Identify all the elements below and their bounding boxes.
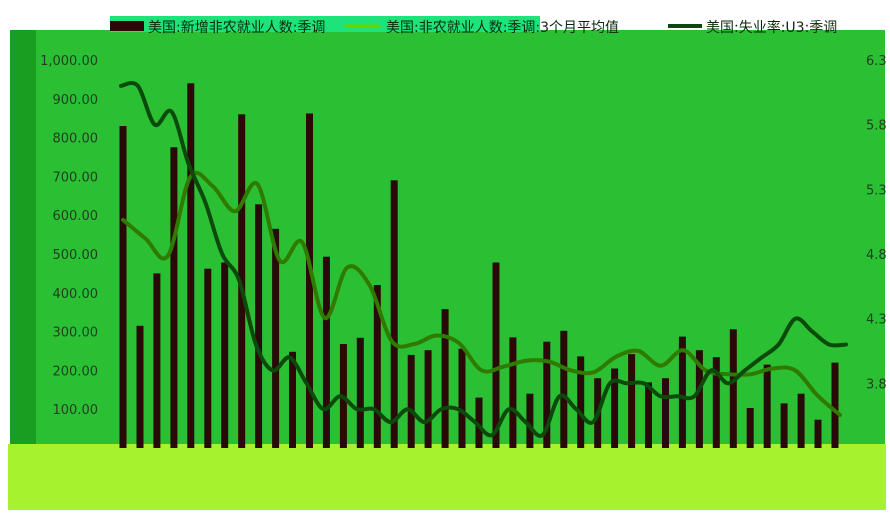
y-right-tick-label: 4.3 <box>866 313 887 328</box>
left-frame-strip <box>10 30 36 448</box>
bar-new-nonfarm <box>780 403 788 448</box>
bar-new-nonfarm <box>407 354 415 448</box>
bottom-band <box>8 444 886 510</box>
y-right-tick-label: 5.3 <box>866 183 887 198</box>
bar-new-nonfarm <box>306 113 313 448</box>
bar-new-nonfarm <box>221 262 229 448</box>
y-right-tick-label: 5.8 <box>866 119 887 134</box>
bar-new-nonfarm <box>628 354 636 448</box>
bar-new-nonfarm <box>763 364 771 448</box>
bar-new-nonfarm <box>204 268 212 448</box>
bar-new-nonfarm <box>797 393 805 448</box>
legend-label-new-nonfarm: 美国:新增非农就业人数:季调 <box>148 20 325 36</box>
bar-new-nonfarm <box>526 393 534 448</box>
y-axis-left-labels: 100.00 200.00 300.00 400.00 500.00 600.00 700.… <box>40 54 98 418</box>
bar-new-nonfarm <box>611 368 619 448</box>
bar-new-nonfarm <box>831 362 839 448</box>
legend-band <box>110 16 540 32</box>
bar-new-nonfarm <box>662 378 669 448</box>
y-left-tick-label: 600.00 <box>53 209 99 224</box>
bar-new-nonfarm <box>424 350 432 448</box>
y-left-tick-label: 700.00 <box>53 170 99 185</box>
bar-new-nonfarm <box>390 180 398 449</box>
line-series-unemployment-rate <box>119 81 848 438</box>
bar-new-nonfarm <box>238 114 246 449</box>
bar-new-nonfarm <box>645 382 652 448</box>
y-left-tick-label: 1,000.00 <box>40 54 98 69</box>
bar-new-nonfarm <box>373 285 381 448</box>
bar-new-nonfarm <box>272 228 280 448</box>
bar-new-nonfarm <box>577 356 585 448</box>
bar-new-nonfarm <box>475 397 483 448</box>
bar-new-nonfarm <box>729 329 737 448</box>
y-left-tick-label: 800.00 <box>53 132 99 147</box>
legend-swatch-new-nonfarm <box>110 21 144 31</box>
legend-label-unemployment-rate: 美国:失业率:U3:季调 <box>706 19 837 36</box>
bar-new-nonfarm <box>492 262 500 448</box>
y-left-tick-label: 400.00 <box>53 287 99 302</box>
bar-new-nonfarm <box>441 309 449 448</box>
y-axis-right-labels: 3.8 4.3 4.8 5.3 5.8 6.3 <box>866 54 887 392</box>
bar-new-nonfarm <box>322 256 330 448</box>
y-right-tick-label: 6.3 <box>866 54 887 69</box>
bar-new-nonfarm <box>356 337 364 448</box>
bar-new-nonfarm <box>678 336 686 448</box>
bar-new-nonfarm <box>712 357 720 448</box>
bar-new-nonfarm <box>255 204 263 448</box>
bar-new-nonfarm <box>136 325 144 448</box>
y-right-tick-label: 4.8 <box>866 248 887 263</box>
bar-new-nonfarm <box>814 419 822 448</box>
y-left-tick-label: 100.00 <box>53 403 99 418</box>
bar-new-nonfarm <box>509 337 517 448</box>
bar-new-nonfarm <box>170 147 178 449</box>
y-left-tick-label: 900.00 <box>53 93 99 108</box>
legend: 美国:新增非农就业人数:季调 美国:非农就业人数:季调:3个月平均值 美国:失业… <box>110 19 837 36</box>
y-left-tick-label: 500.00 <box>53 248 99 263</box>
y-left-tick-label: 300.00 <box>53 326 99 341</box>
bar-new-nonfarm <box>458 348 466 448</box>
bar-new-nonfarm <box>187 83 195 449</box>
bar-new-nonfarm <box>153 273 161 448</box>
y-left-tick-label: 200.00 <box>53 364 99 379</box>
bar-new-nonfarm <box>543 341 551 448</box>
legend-label-3m-average: 美国:非农就业人数:季调:3个月平均值 <box>386 20 619 36</box>
bar-new-nonfarm <box>119 126 127 448</box>
bar-new-nonfarm <box>289 351 296 448</box>
y-right-tick-label: 3.8 <box>866 377 887 392</box>
bar-new-nonfarm <box>746 408 754 448</box>
bar-new-nonfarm <box>695 350 703 448</box>
bar-new-nonfarm <box>560 330 568 448</box>
